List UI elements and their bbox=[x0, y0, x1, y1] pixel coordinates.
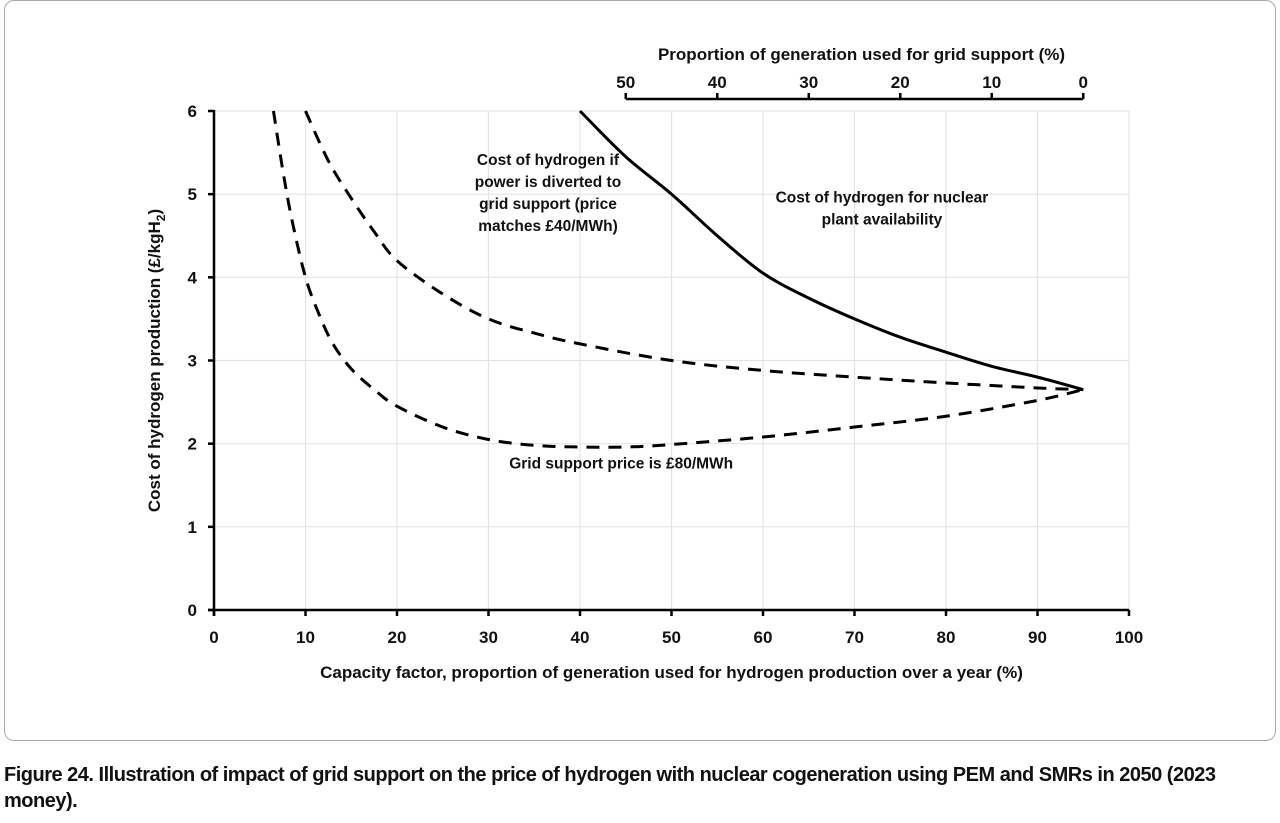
series-group bbox=[271, 109, 1084, 449]
y-axis-title-main: Cost of hydrogen production (£/kgH bbox=[145, 221, 164, 512]
annotation-3: Grid support price is £80/MWh bbox=[509, 456, 733, 473]
series-line-1 bbox=[578, 109, 1084, 392]
secondary-x-tick-label: 40 bbox=[708, 73, 727, 92]
figure-caption: Figure 24. Illustration of impact of gri… bbox=[4, 764, 1216, 812]
x-tick-label: 100 bbox=[1115, 628, 1143, 647]
axes bbox=[208, 93, 1131, 616]
annotation-1: Cost of hydrogen if power is diverted to g… bbox=[475, 152, 621, 235]
gridlines bbox=[214, 110, 1130, 610]
annotation-line: plant availability bbox=[822, 211, 943, 228]
series-line-2 bbox=[304, 110, 1084, 392]
series-line-3 bbox=[271, 110, 1084, 449]
y-axis-title-subscript: 2 bbox=[154, 214, 168, 221]
annotation-line: Cost of hydrogen if bbox=[477, 152, 620, 169]
y-tick-label: 3 bbox=[188, 352, 197, 371]
y-tick-label: 4 bbox=[188, 268, 198, 287]
annotation-line: Grid support price is £80/MWh bbox=[509, 456, 733, 473]
y-tick-label: 0 bbox=[188, 601, 197, 620]
secondary-x-axis-title: Proportion of generation used for grid s… bbox=[658, 45, 1065, 64]
annotation-line: matches £40/MWh) bbox=[478, 218, 618, 235]
y-tick-label: 2 bbox=[188, 435, 197, 454]
secondary-x-tick-label: 20 bbox=[891, 73, 910, 92]
secondary-x-tick-label: 10 bbox=[982, 73, 1001, 92]
x-tick-label: 70 bbox=[845, 628, 864, 647]
x-tick-label: 90 bbox=[1028, 628, 1047, 647]
x-tick-label: 40 bbox=[571, 628, 590, 647]
secondary-x-tick-label: 0 bbox=[1079, 73, 1088, 92]
secondary-x-tick-label: 30 bbox=[799, 73, 818, 92]
secondary-x-tick-label: 50 bbox=[616, 73, 635, 92]
annotation-line: Cost of hydrogen for nuclear bbox=[776, 189, 989, 206]
x-tick-label: 0 bbox=[209, 628, 218, 647]
y-tick-label: 5 bbox=[188, 185, 197, 204]
x-tick-label: 80 bbox=[937, 628, 956, 647]
annotation-2: Cost of hydrogen for nuclear plant availa… bbox=[776, 189, 989, 228]
x-tick-label: 20 bbox=[388, 628, 407, 647]
x-axis-title: Capacity factor, proportion of generatio… bbox=[320, 663, 1023, 682]
y-tick-label: 6 bbox=[188, 102, 197, 121]
y-tick-label: 1 bbox=[188, 518, 197, 537]
annotation-line: grid support (price bbox=[479, 196, 617, 213]
x-tick-label: 10 bbox=[296, 628, 315, 647]
x-tick-label: 30 bbox=[479, 628, 498, 647]
y-axis-title: Cost of hydrogen production (£/kgH2) bbox=[145, 209, 168, 512]
figure-frame bbox=[4, 0, 1276, 741]
y-axis-title-end: ) bbox=[145, 209, 164, 215]
x-tick-label: 60 bbox=[754, 628, 773, 647]
annotation-line: power is diverted to bbox=[475, 174, 621, 191]
x-tick-label: 50 bbox=[662, 628, 681, 647]
